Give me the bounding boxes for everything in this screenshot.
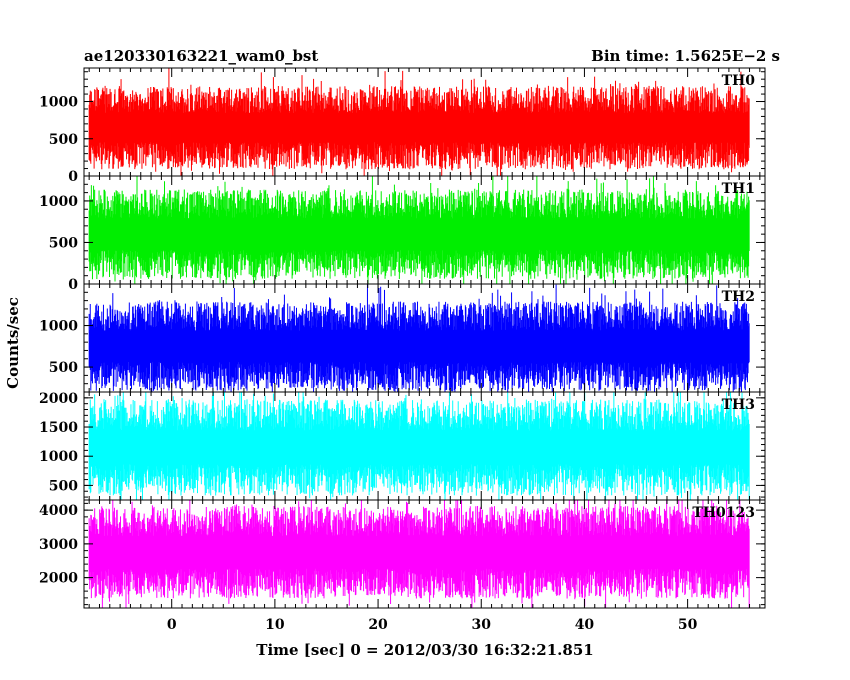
panel-th2: 500 1000 TH2 [39,283,766,393]
x-tick-label: 30 [472,617,492,633]
panel-label: TH1 [722,181,755,197]
y-tick-label: 0 [68,277,78,293]
y-tick-label: 500 [49,132,78,148]
y-tick-label: 2000 [39,391,78,407]
x-tick-label: 20 [368,617,388,633]
series-th3 [88,392,750,500]
series-th0123 [88,500,750,608]
y-axis-label: Counts/sec [4,297,22,389]
panel-label: TH0 [722,73,756,89]
x-tick-label: 0 [167,617,177,633]
x-tick-label: 50 [678,617,698,633]
chart-title: ae120330163221_wam0_bst [84,47,318,65]
x-axis: 0 10 20 30 40 50 [167,617,698,633]
series-th0 [88,68,750,176]
y-tick-label: 500 [49,235,78,251]
y-tick-label: 2000 [39,571,78,587]
panel-th0123: 2000 3000 4000 TH0123 [39,499,766,609]
panels-layer: 0 500 1000 TH0 0 500 1000 TH1 500 1000 TH2 500 1000 1… [39,67,766,609]
x-tick-label: 10 [265,617,285,633]
y-tick-label: 500 [49,478,78,494]
y-tick-label: 0 [68,169,78,185]
panel-th3: 500 1000 1500 2000 TH3 [39,391,766,501]
y-tick-label: 1500 [39,420,78,436]
series-th2 [88,284,750,392]
bin-time-label: Bin time: 1.5625E−2 s [591,47,780,65]
panel-label: TH0123 [692,505,755,521]
panel-frame [83,499,766,609]
x-tick-label: 40 [575,617,595,633]
y-tick-label: 500 [49,360,78,376]
y-tick-label: 1000 [39,194,78,210]
y-tick-label: 1000 [39,449,78,465]
y-tick-label: 4000 [39,503,78,519]
panel-th1: 0 500 1000 TH1 [39,175,766,293]
x-axis-label: Time [sec] 0 = 2012/03/30 16:32:21.851 [256,641,593,659]
y-tick-label: 1000 [39,95,78,111]
y-tick-label: 3000 [39,537,78,553]
panel-label: TH2 [722,289,755,305]
y-tick-label: 1000 [39,319,78,335]
panel-th0: 0 500 1000 TH0 [39,67,766,185]
series-th1 [88,176,750,284]
panel-label: TH3 [722,397,755,413]
